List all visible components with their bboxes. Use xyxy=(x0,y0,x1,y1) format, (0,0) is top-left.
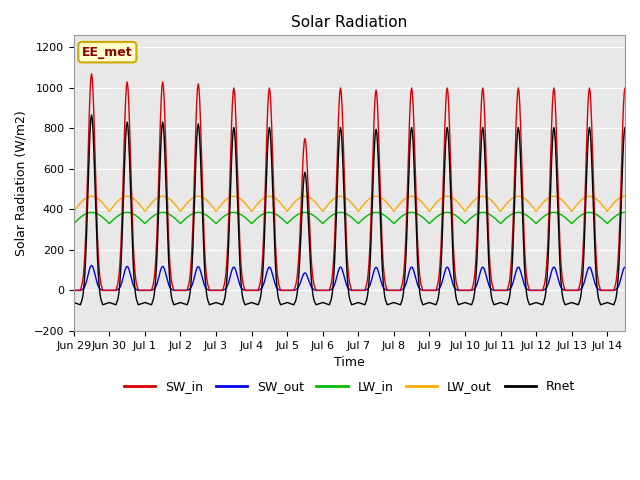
LW_out xyxy=(88,193,95,199)
SW_out xyxy=(451,285,458,290)
SW_out xyxy=(500,288,508,293)
SW_out xyxy=(88,263,95,268)
Line: Rnet: Rnet xyxy=(74,115,626,305)
SW_in xyxy=(88,71,95,77)
LW_in xyxy=(422,217,429,223)
Rnet xyxy=(77,302,84,308)
Line: SW_out: SW_out xyxy=(74,265,626,290)
LW_in xyxy=(191,210,198,216)
Rnet xyxy=(393,300,401,306)
SW_out xyxy=(191,274,198,279)
Y-axis label: Solar Radiation (W/m2): Solar Radiation (W/m2) xyxy=(15,110,28,256)
SW_in xyxy=(500,288,508,293)
LW_in xyxy=(622,210,630,216)
Rnet xyxy=(88,112,95,118)
X-axis label: Time: Time xyxy=(334,356,365,369)
LW_in xyxy=(70,221,77,227)
Rnet xyxy=(500,301,508,307)
SW_in xyxy=(451,264,458,270)
SW_in xyxy=(70,288,77,293)
LW_in xyxy=(392,218,400,224)
SW_in xyxy=(392,288,400,293)
Line: LW_out: LW_out xyxy=(74,196,626,211)
SW_out xyxy=(70,288,77,293)
LW_out xyxy=(392,205,400,211)
SW_in xyxy=(372,87,380,93)
LW_out xyxy=(372,193,380,199)
LW_out xyxy=(451,196,458,202)
LW_out xyxy=(70,208,77,214)
Line: SW_in: SW_in xyxy=(74,74,626,290)
SW_in xyxy=(622,89,630,95)
Rnet xyxy=(422,300,430,306)
LW_out xyxy=(191,194,198,200)
Title: Solar Radiation: Solar Radiation xyxy=(291,15,408,30)
LW_in xyxy=(88,210,95,216)
Rnet xyxy=(451,290,459,296)
SW_in xyxy=(191,168,198,173)
LW_in xyxy=(500,218,508,224)
SW_out xyxy=(622,264,630,270)
Legend: SW_in, SW_out, LW_in, LW_out, Rnet: SW_in, SW_out, LW_in, LW_out, Rnet xyxy=(119,375,580,398)
LW_in xyxy=(372,210,380,216)
SW_out xyxy=(392,288,400,293)
Line: LW_in: LW_in xyxy=(74,213,626,224)
SW_out xyxy=(422,288,429,293)
Rnet xyxy=(622,128,630,134)
SW_in xyxy=(422,288,429,293)
LW_out xyxy=(500,204,508,210)
LW_in xyxy=(451,212,458,217)
LW_out xyxy=(622,193,630,199)
LW_out xyxy=(422,204,429,209)
SW_out xyxy=(372,264,380,270)
Text: EE_met: EE_met xyxy=(82,46,132,59)
Rnet xyxy=(70,300,77,305)
Rnet xyxy=(191,174,199,180)
Rnet xyxy=(373,130,381,136)
